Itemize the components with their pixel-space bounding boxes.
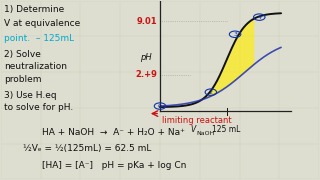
Text: 1) Determine: 1) Determine xyxy=(4,5,64,14)
Text: neutralization: neutralization xyxy=(4,62,67,71)
Text: ½Vₑ = ½(125mL) = 62.5 mL: ½Vₑ = ½(125mL) = 62.5 mL xyxy=(23,145,151,154)
Text: V: V xyxy=(190,125,195,134)
Text: limiting reactant: limiting reactant xyxy=(162,116,231,125)
Text: 2: 2 xyxy=(209,90,213,95)
Text: problem: problem xyxy=(4,75,41,84)
Text: NaOH: NaOH xyxy=(197,131,215,136)
Text: 9.01: 9.01 xyxy=(137,17,157,26)
Text: point.  – 125mL: point. – 125mL xyxy=(4,34,74,43)
Text: 2) Solve: 2) Solve xyxy=(4,50,41,59)
Polygon shape xyxy=(203,19,254,100)
Text: 2.+9: 2.+9 xyxy=(136,71,157,80)
Text: V at equivalence: V at equivalence xyxy=(4,19,80,28)
Text: to solve for pH.: to solve for pH. xyxy=(4,103,73,112)
Text: pH: pH xyxy=(140,53,151,62)
Text: 0: 0 xyxy=(158,103,162,109)
Text: [HA] = [A⁻]   pH = pKa + log Cn: [HA] = [A⁻] pH = pKa + log Cn xyxy=(42,161,187,170)
Text: HA + NaOH  →  A⁻ + H₂O + Na⁺: HA + NaOH → A⁻ + H₂O + Na⁺ xyxy=(42,128,185,137)
Text: 125 mL: 125 mL xyxy=(212,125,241,134)
Text: 3) Use H.eq: 3) Use H.eq xyxy=(4,91,57,100)
Text: 3: 3 xyxy=(233,32,237,37)
Text: 4: 4 xyxy=(257,15,261,20)
